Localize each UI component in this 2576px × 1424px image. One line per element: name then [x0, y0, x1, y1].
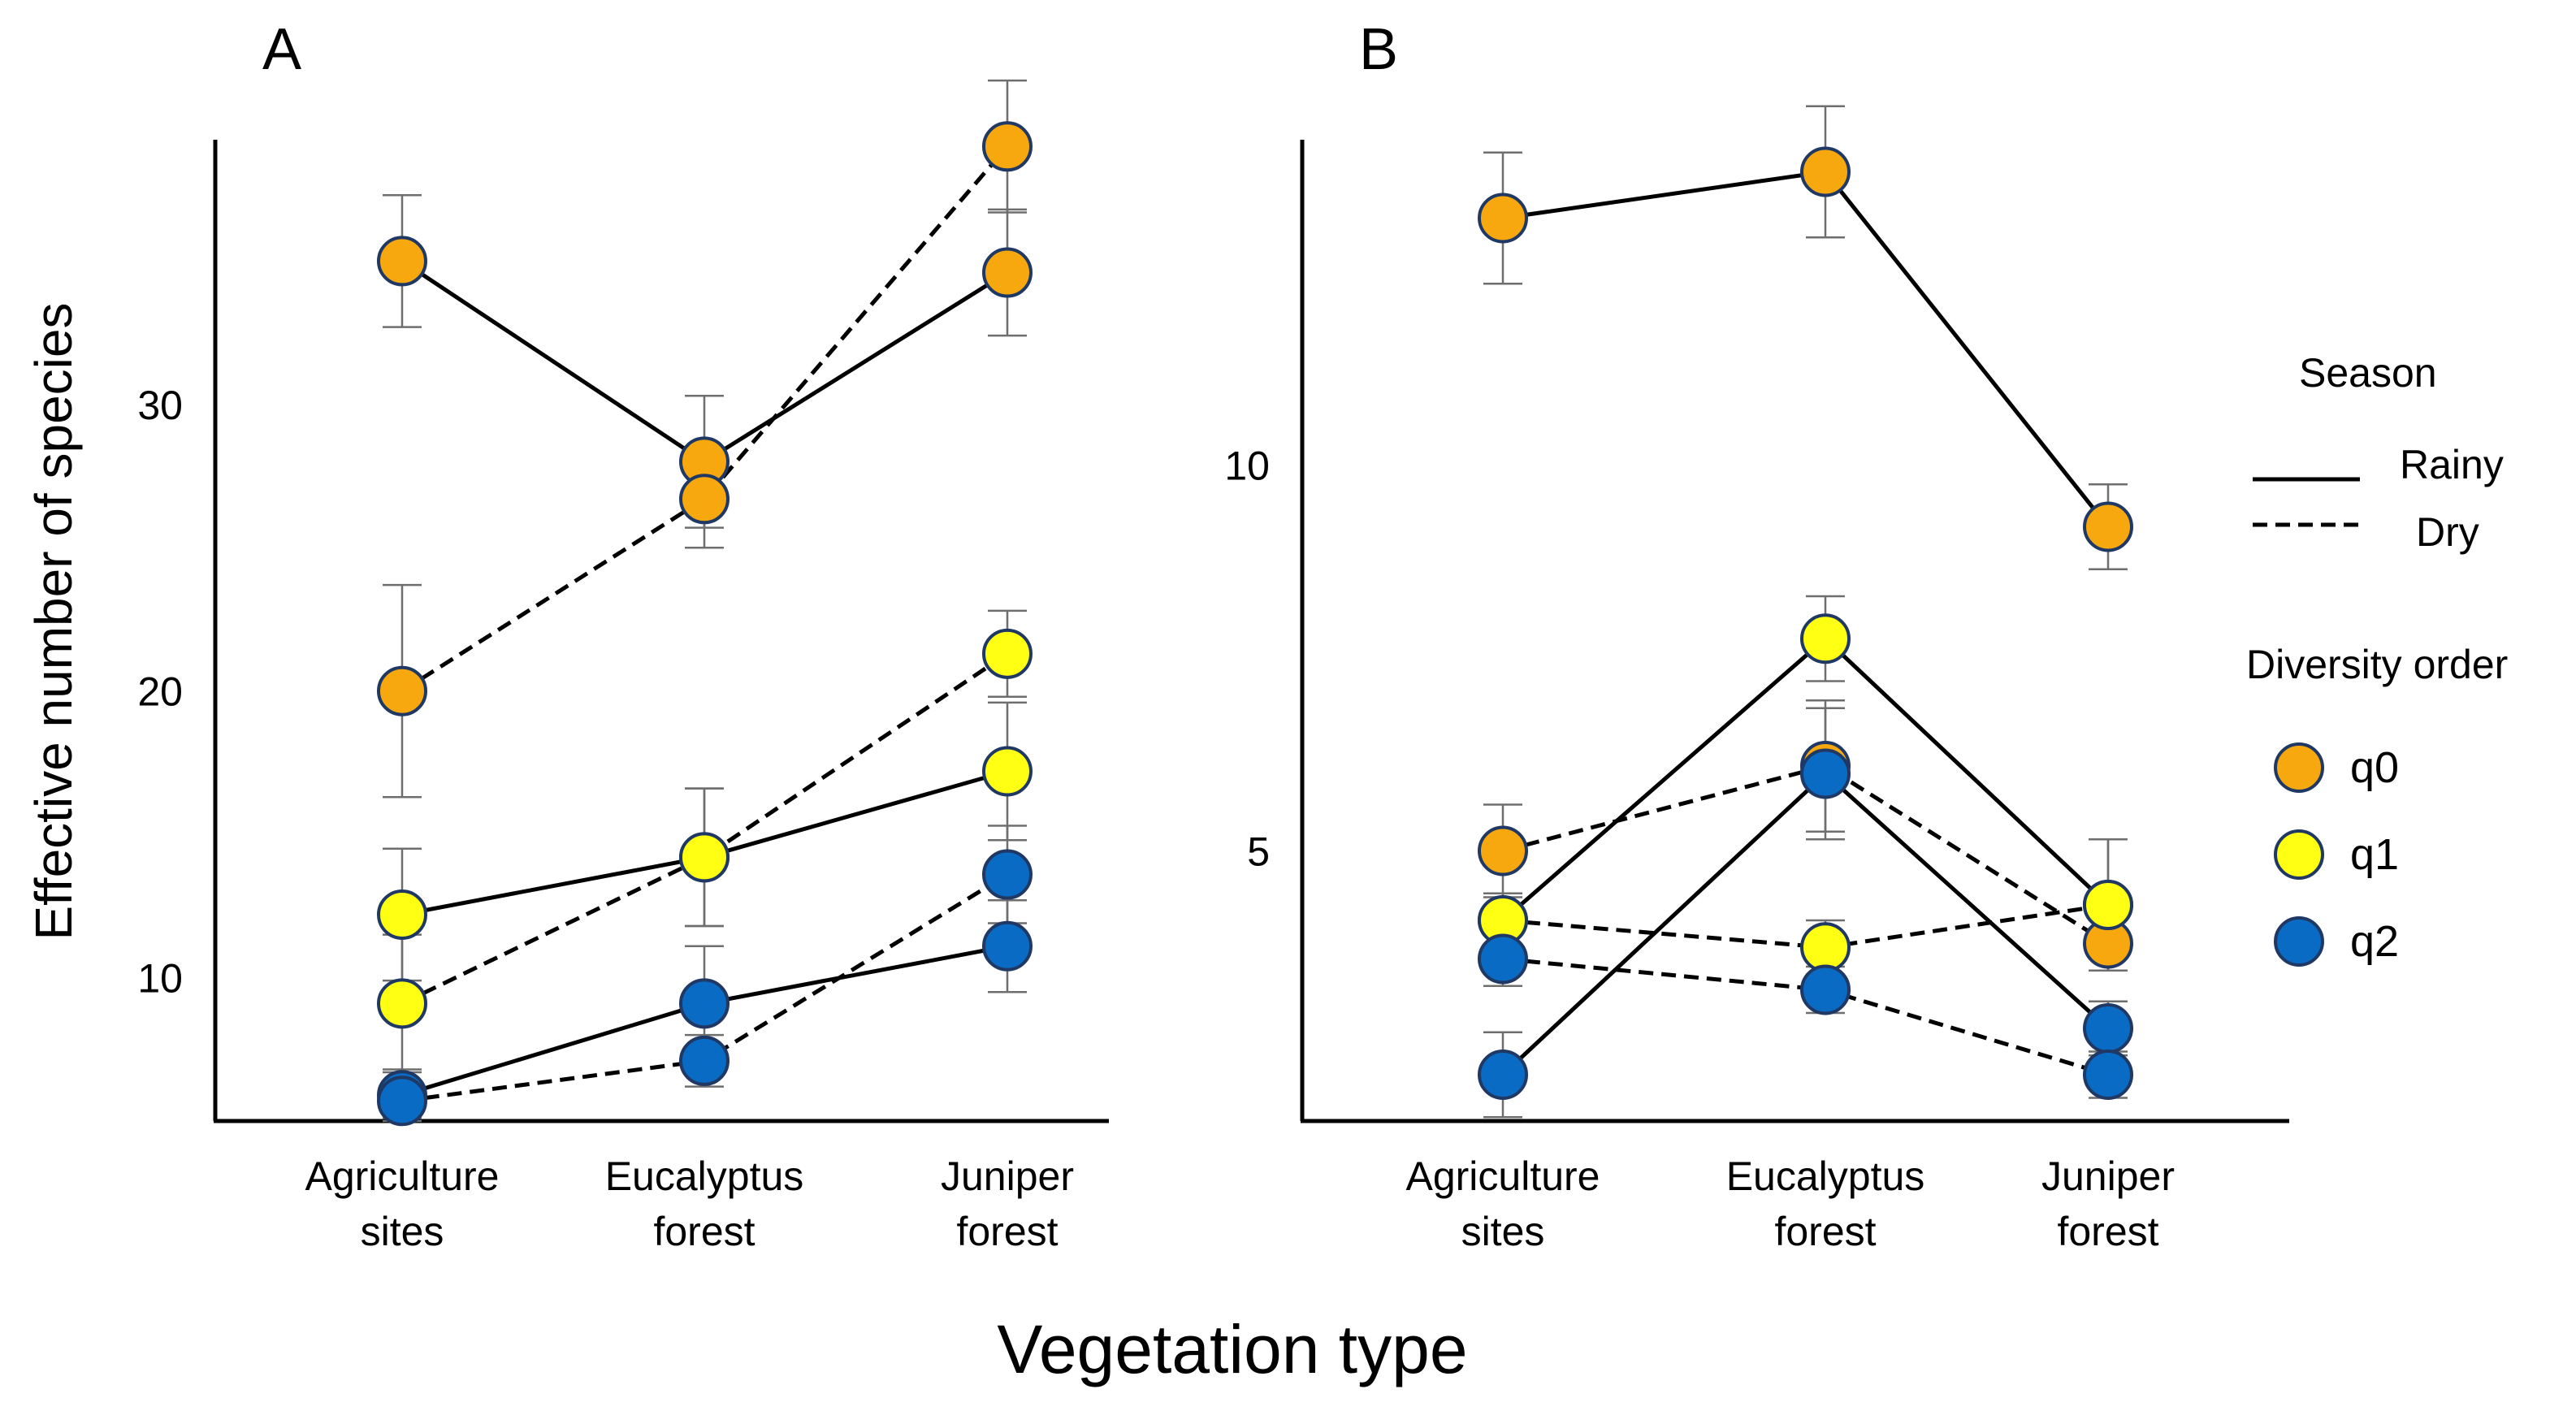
panel-a-point-q1-dry: [679, 832, 730, 883]
legend-dry-label: Dry: [2416, 509, 2479, 555]
panel-b-label: B: [1359, 17, 1398, 82]
x-axis-title: Vegetation type: [997, 1311, 1467, 1387]
panel-b-point-q1-dry: [1800, 922, 1851, 973]
panel-a-y-tick-label: 20: [137, 669, 183, 715]
panel-b-point-q1-rainy: [1800, 613, 1851, 664]
panel-a-point-q2-dry: [982, 849, 1033, 900]
panel-b-point-q2-rainy: [1478, 1050, 1528, 1100]
panel-b-point-q0-rainy: [2083, 501, 2133, 552]
panel-b: 5 10 Agriculture sites Eucalyptus forest Junip…: [1224, 105, 2289, 1254]
panel-b-x-tick-label: forest: [1774, 1209, 1876, 1254]
legend: Season Rainy Dry Diversity order q0 q1 q…: [2246, 350, 2508, 967]
panel-a-point-q2-rainy: [679, 978, 730, 1029]
panel-b-y-tick-label: 5: [1247, 829, 1270, 875]
panel-a-point-q0-dry: [982, 121, 1033, 172]
panel-b-point-q2-dry: [2083, 1050, 2133, 1100]
panel-b-point-q0-dry: [1478, 825, 1528, 876]
panel-a-point-q0-rainy: [982, 247, 1033, 298]
panel-a-point-q0-dry: [377, 665, 427, 716]
panel-a-point-q1-dry: [982, 628, 1033, 679]
panel-b-x-tick-label: sites: [1461, 1209, 1545, 1254]
panel-a-point-q1-rainy: [377, 889, 427, 940]
panel-b-point-q0-rainy: [1478, 193, 1528, 244]
panel-b-x-tick-label: Eucalyptus: [1726, 1153, 1925, 1199]
panel-a-label: A: [262, 17, 301, 82]
legend-season-title: Season: [2299, 350, 2437, 396]
panel-b-x-tick-label: Juniper: [2041, 1153, 2175, 1199]
panel-b-x-tick-label: forest: [2057, 1209, 2158, 1254]
y-axis-title: Effective number of species: [24, 303, 83, 941]
panel-a-x-tick-label: Agriculture: [305, 1153, 500, 1199]
panel-a-series-line-q1-dry: [400, 651, 1009, 1006]
legend-q0-marker: [2274, 742, 2324, 793]
panel-a-point-q0-dry: [679, 474, 730, 525]
legend-q0-label: q0: [2350, 743, 2399, 792]
legend-order-title: Diversity order: [2246, 642, 2508, 687]
panel-b-point-q2-rainy: [1800, 748, 1851, 799]
panel-a-point-q1-rainy: [982, 746, 1033, 797]
panel-b-point-q0-rainy: [1800, 146, 1851, 197]
panel-b-series-line-q0-dry: [1502, 764, 2110, 946]
panel-a-point-q2-dry: [679, 1035, 730, 1086]
panel-b-y-tick-label: 10: [1224, 444, 1270, 489]
panel-b-x-tick-label: Agriculture: [1406, 1153, 1600, 1199]
panel-b-point-q2-dry: [1800, 964, 1851, 1015]
panel-a-point-q2-rainy: [982, 920, 1033, 972]
legend-q2-marker: [2274, 916, 2324, 967]
legend-q1-marker: [2274, 829, 2324, 880]
legend-q2-label: q2: [2350, 917, 2399, 966]
panel-a-point-q1-dry: [377, 978, 427, 1029]
panel-a-x-tick-label: sites: [361, 1209, 444, 1254]
panel-a-y-tick-label: 10: [137, 956, 183, 1002]
legend-q1-label: q1: [2350, 830, 2399, 879]
panel-a-x-tick-label: Juniper: [941, 1153, 1074, 1199]
panel-a-x-tick-label: Eucalyptus: [605, 1153, 804, 1199]
panel-a-x-tick-label: forest: [956, 1209, 1058, 1254]
panel-a-x-tick-label: forest: [653, 1209, 755, 1254]
panel-a-point-q2-dry: [377, 1076, 427, 1127]
panel-a-point-q0-rainy: [377, 236, 427, 287]
panel-a: 10 20 30 Agriculture sites Eucalyptus forest Ju…: [137, 79, 1109, 1254]
panel-a-y-tick-label: 30: [137, 383, 183, 428]
panel-b-point-q1-dry: [2083, 880, 2133, 930]
panel-a-series-line-q0-dry: [400, 145, 1009, 693]
legend-rainy-label: Rainy: [2400, 442, 2504, 487]
panel-b-series-line-q0-rainy: [1502, 169, 2110, 529]
panel-b-point-q2-rainy: [2083, 1003, 2133, 1054]
panel-b-point-q2-dry: [1478, 933, 1528, 985]
